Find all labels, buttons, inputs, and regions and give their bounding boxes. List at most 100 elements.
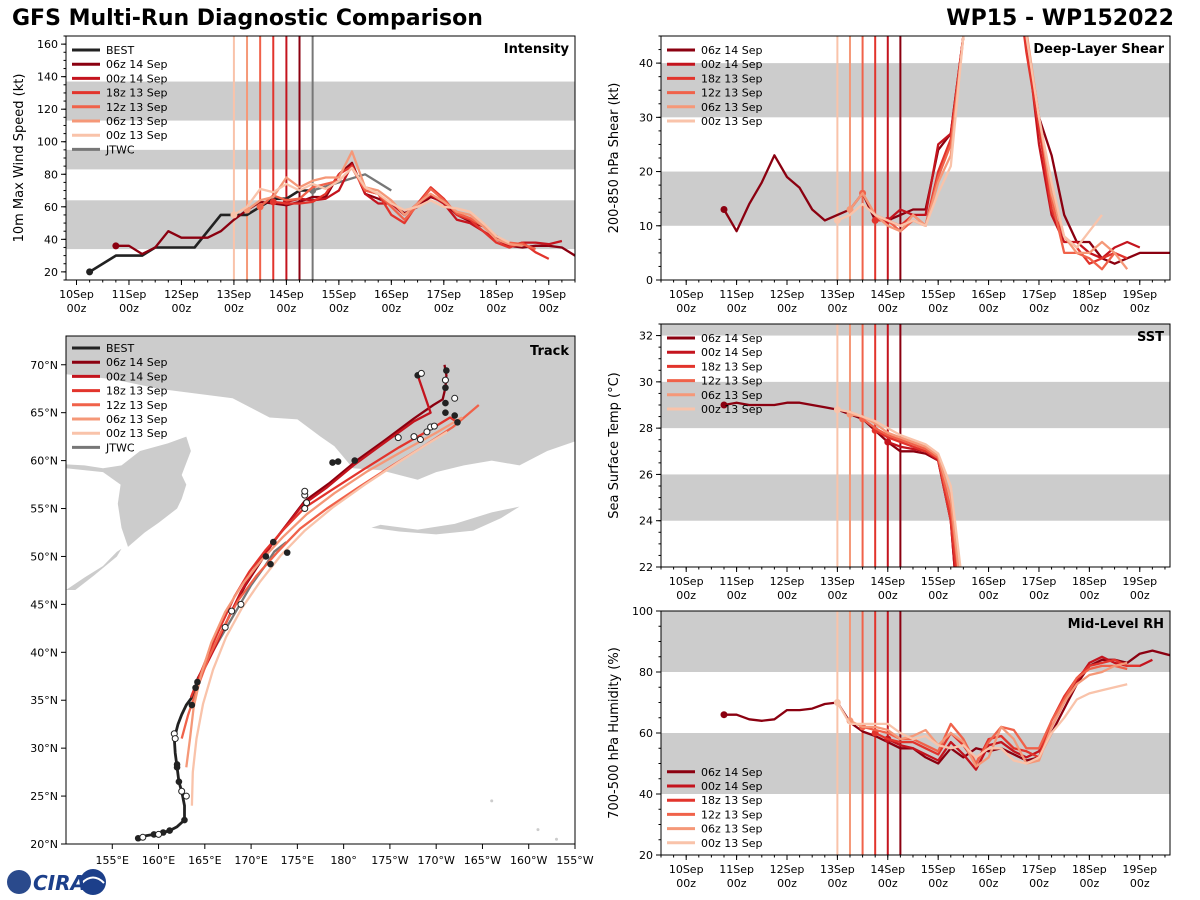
sst-frame — [660, 323, 1171, 568]
intensity-x-tick-label: 19Sep — [531, 288, 566, 301]
shear-legend-label: 12z 13 Sep — [701, 87, 763, 100]
track-point-filled — [283, 549, 291, 556]
track-x-tick-label: 165°W — [464, 854, 501, 867]
intensity-init-point — [86, 268, 94, 276]
track-legend-label: 12z 13 Sep — [106, 399, 168, 412]
rh-x-tick-label: 14Sep — [870, 863, 905, 876]
track-point-open — [182, 792, 190, 800]
sst-legend-label: 18z 13 Sep — [701, 360, 763, 373]
track-point-filled — [442, 409, 449, 416]
intensity-x-tick-label: 17Sep — [426, 288, 461, 301]
shear-panel: 10Sep00z11Sep00z12Sep00z13Sep00z14Sep00z… — [607, 35, 1171, 315]
track-point-open — [171, 735, 179, 743]
sst-x-tick-label: 11Sep — [719, 575, 754, 588]
rh-x-tick-label: 13Sep — [820, 863, 855, 876]
track-point-open — [441, 376, 449, 384]
sst-plot-area — [661, 324, 1170, 567]
intensity-y-tick-label: 20 — [44, 266, 58, 279]
track-point-filled — [262, 553, 270, 560]
rh-x-tick-label: 00z — [878, 877, 898, 890]
rh-y-axis-label: 700-500 hPa Humidity (%) — [607, 647, 622, 819]
intensity-init-point — [112, 242, 120, 250]
intensity-y-axis-label: 10m Max Wind Speed (kt) — [12, 74, 27, 243]
track-y-tick-label: 65°N — [30, 407, 58, 420]
sst-y-tick-label: 26 — [639, 468, 653, 481]
intensity-x-tick-label: 00z — [67, 302, 87, 315]
track-x-tick-label: 165°E — [188, 854, 221, 867]
track-point-filled — [166, 827, 173, 834]
track-point-filled — [194, 678, 201, 686]
rh-series-line — [862, 664, 1128, 765]
shear-series-line — [849, 36, 1129, 270]
sst-y-tick-label: 24 — [639, 515, 653, 528]
intensity-x-tick-label: 00z — [434, 302, 454, 315]
track-point-open — [139, 833, 147, 841]
shear-y-tick-label: 10 — [639, 220, 653, 233]
intensity-band — [66, 200, 575, 250]
intensity-plot-area — [66, 36, 575, 280]
track-point-filled — [442, 399, 449, 407]
shear-x-tick-label: 00z — [676, 302, 696, 315]
sst-y-tick-label: 30 — [639, 376, 653, 389]
sst-series-line — [874, 429, 958, 567]
intensity-x-tick-label: 00z — [329, 302, 349, 315]
track-x-tick-label: 155°E — [96, 854, 129, 867]
shear-x-tick-label: 00z — [727, 302, 747, 315]
rh-x-tick-label: 00z — [1130, 877, 1150, 890]
sst-x-tick-label: 10Sep — [669, 575, 704, 588]
sst-legend-label: 06z 13 Sep — [701, 389, 763, 402]
track-point-open — [301, 487, 309, 495]
track-point-filled — [451, 412, 458, 419]
intensity-series-line — [233, 166, 510, 244]
intensity-panel-title: Intensity — [504, 42, 570, 57]
track-legend-label: 00z 13 Sep — [106, 427, 168, 440]
track-point-open — [430, 422, 438, 430]
noaa-icon — [80, 869, 106, 895]
sst-x-tick-label: 00z — [928, 589, 948, 602]
sst-x-tick-label: 13Sep — [820, 575, 855, 588]
sst-y-tick-label: 28 — [639, 422, 653, 435]
intensity-x-tick-label: 14Sep — [269, 288, 304, 301]
sst-series-line — [723, 401, 956, 567]
track-panel: 155°E 160°E 165°E 170°E 175°E 180° 175°W 170°W 1… — [30, 335, 594, 867]
shear-panel-title: Deep-Layer Shear — [1033, 42, 1164, 57]
track-point-open — [394, 434, 402, 442]
track-x-tick-label: 160°W — [510, 854, 547, 867]
track-point-filled — [329, 459, 336, 466]
rh-series-line — [849, 661, 1128, 768]
track-point-open — [155, 830, 163, 838]
sst-y-tick-label: 32 — [639, 330, 653, 343]
intensity-y-tick-label: 60 — [44, 201, 58, 214]
track-point-open — [417, 369, 425, 377]
rh-band — [661, 611, 1170, 672]
track-y-tick-label: 55°N — [30, 503, 58, 516]
sst-x-tick-label: 16Sep — [971, 575, 1006, 588]
intensity-x-tick-label: 00z — [381, 302, 401, 315]
intensity-y-tick-label: 100 — [37, 136, 58, 149]
rh-series-line — [887, 655, 1153, 771]
shear-x-tick-label: 00z — [928, 302, 948, 315]
rh-series-line — [874, 658, 1140, 765]
sst-legend-label: 00z 14 Sep — [701, 346, 763, 359]
intensity-x-tick-label: 00z — [277, 302, 297, 315]
rh-init-point — [720, 711, 728, 719]
track-line — [185, 416, 463, 768]
rh-x-tick-label: 00z — [979, 877, 999, 890]
track-y-tick-label: 40°N — [30, 646, 58, 659]
intensity-x-tick-label: 13Sep — [217, 288, 252, 301]
intensity-x-tick-label: 00z — [172, 302, 192, 315]
rh-y-tick-label: 20 — [639, 849, 653, 862]
sst-init-point — [884, 438, 892, 446]
shear-x-tick-label: 00z — [827, 302, 847, 315]
intensity-x-tick-label: 00z — [224, 302, 244, 315]
shear-series-line — [836, 36, 1103, 249]
intensity-y-tick-label: 80 — [44, 168, 58, 181]
sst-x-tick-label: 00z — [777, 589, 797, 602]
intensity-y-tick-label: 40 — [44, 233, 58, 246]
intensity-band — [66, 81, 575, 121]
shear-init-point — [846, 206, 854, 214]
shear-x-tick-label: 19Sep — [1122, 288, 1157, 301]
